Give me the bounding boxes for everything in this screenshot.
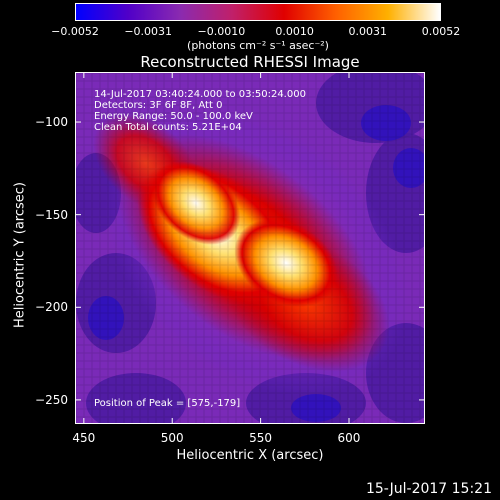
colorbar-tick-label: −0.0052: [51, 25, 99, 38]
colorbar-tick-label: −0.0031: [124, 25, 173, 38]
x-tick-label: 550: [249, 431, 273, 445]
x-tick-label: 450: [72, 431, 96, 445]
image-title: Reconstructed RHESSI Image: [140, 53, 360, 71]
x-tick-label: 500: [160, 431, 184, 445]
y-tick-label: −150: [35, 207, 68, 222]
y-tick-label: −100: [35, 115, 68, 130]
colorbar-tick-label: 0.0010: [275, 25, 314, 38]
y-axis-ticks: −100 −150 −200 −250: [0, 0, 68, 500]
footer-date: 15-Jul-2017 15:21: [365, 481, 492, 497]
colorbar-tick-label: 0.0031: [348, 25, 388, 38]
y-axis-label: Heliocentric Y (arcsec): [12, 182, 28, 328]
peak-position: Position of Peak = [575,-179]: [94, 398, 241, 409]
colorbar-units: (photons cm⁻² s⁻¹ asec⁻²): [187, 39, 329, 52]
colorbar: [75, 3, 441, 21]
colorbar-tick-label: −0.0010: [197, 25, 246, 38]
y-tick-label: −250: [35, 392, 68, 407]
rhessi-heatmap: [76, 73, 424, 423]
x-axis-label: Heliocentric X (arcsec): [176, 448, 324, 463]
rhessi-image: 14-Jul-2017 03:40:24.000 to 03:50:24.000…: [75, 72, 425, 424]
y-tick-label: −200: [35, 300, 68, 315]
detectors: Detectors: 3F 6F 8F, Att 0: [94, 100, 223, 111]
energy-range: Energy Range: 50.0 - 100.0 keV: [94, 111, 253, 122]
colorbar-tick-label: 0.0052: [421, 25, 461, 38]
x-tick-label: 600: [337, 431, 361, 445]
clean-counts: Clean Total counts: 5.21E+04: [94, 122, 242, 133]
time-range: 14-Jul-2017 03:40:24.000 to 03:50:24.000: [94, 89, 306, 100]
